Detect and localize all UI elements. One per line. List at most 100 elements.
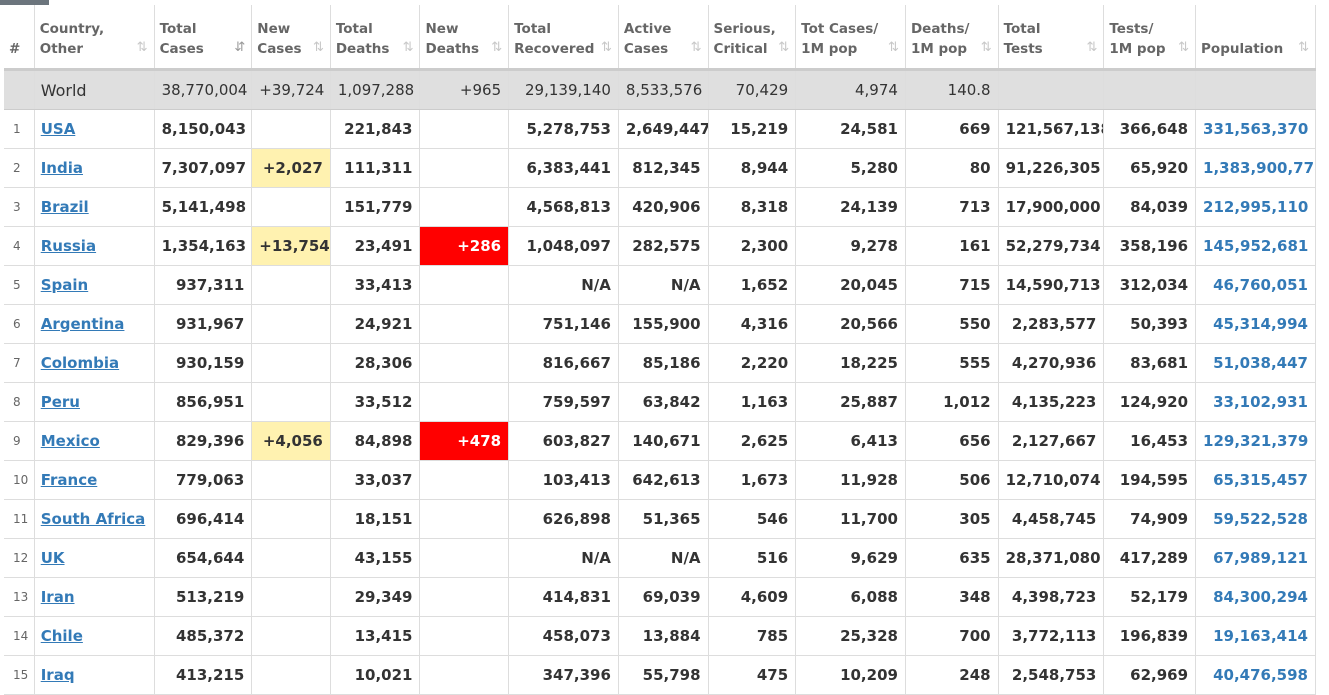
- total-cases-cell: 856,951: [154, 382, 253, 422]
- sort-icon[interactable]: ⇅: [312, 40, 324, 55]
- rank-cell: 10: [4, 460, 35, 500]
- sort-icon[interactable]: ⇅: [690, 40, 702, 55]
- tests-per-1m-cell: 196,839: [1103, 616, 1197, 656]
- country-link[interactable]: Spain: [40, 276, 89, 294]
- country-cell: Mexico: [34, 421, 155, 461]
- tests-per-1m-cell: 50,393: [1103, 304, 1197, 344]
- deaths-per-1m-cell: 348: [905, 577, 999, 617]
- sort-icon[interactable]: ⇅: [1086, 40, 1098, 55]
- country-link[interactable]: Brazil: [40, 198, 89, 216]
- column-header-total-cases[interactable]: Total Cases ⇵: [154, 5, 253, 71]
- cases-per-1m-cell: 25,887: [795, 382, 906, 422]
- new-cases-cell: [251, 109, 331, 149]
- country-link[interactable]: USA: [40, 120, 76, 138]
- country-cell: France: [34, 460, 155, 500]
- sort-icon[interactable]: ⇅: [1298, 40, 1309, 55]
- column-header-deaths-per-1m[interactable]: Deaths/1M pop ⇅: [905, 5, 999, 71]
- column-header-label: Total Deaths: [336, 19, 415, 59]
- header-line-2: Deaths: [335, 41, 390, 57]
- column-header-label: Total Tests: [1004, 19, 1099, 59]
- sort-icon[interactable]: ⇅: [601, 40, 612, 55]
- country-link[interactable]: Iran: [40, 588, 75, 606]
- deaths-per-1m-cell: 555: [905, 343, 999, 383]
- sort-icon[interactable]: ⇅: [778, 40, 790, 55]
- sort-icon[interactable]: ⇅: [491, 40, 503, 55]
- sort-icon[interactable]: ⇅: [888, 40, 899, 55]
- tests-per-1m-cell: 74,909: [1103, 499, 1197, 539]
- deaths-per-1m-cell: 669: [905, 109, 999, 149]
- column-header-total-tests[interactable]: Total Tests ⇅: [998, 5, 1105, 71]
- active-cases-cell: 85,186: [618, 343, 709, 383]
- country-link[interactable]: Peru: [40, 393, 80, 411]
- tests-per-1m-cell: 124,920: [1103, 382, 1197, 422]
- country-link[interactable]: France: [40, 471, 98, 489]
- header-line-2: 1M pop: [1109, 41, 1166, 57]
- active-cases-cell: 2,649,447: [618, 109, 709, 149]
- total-recovered-cell: 816,667: [508, 343, 619, 383]
- table-row: 8 Peru 856,951 33,512 759,597 63,842 1,163 25,8…: [4, 382, 1316, 422]
- serious-critical-cell: 2,625: [708, 421, 797, 461]
- active-cases-cell: 812,345: [618, 148, 709, 188]
- active-cases-cell: 420,906: [618, 187, 709, 227]
- cases-per-1m-cell: 24,581: [795, 109, 906, 149]
- total-recovered-cell: N/A: [508, 538, 619, 578]
- active-cases-cell: 55,798: [618, 655, 709, 695]
- column-header-active-cases[interactable]: Active Cases ⇅: [618, 5, 709, 71]
- sort-icon[interactable]: ⇅: [402, 40, 414, 55]
- population-cell: 33,102,931: [1195, 382, 1316, 422]
- header-line-1: Tests/: [1109, 21, 1154, 37]
- table-row: 5 Spain 937,311 33,413 N/A N/A 1,652 20,045 715 1…: [4, 265, 1316, 305]
- column-header-new-deaths[interactable]: New Deaths ⇅: [419, 5, 510, 71]
- sort-icon[interactable]: ⇅: [1178, 40, 1190, 55]
- country-link[interactable]: Chile: [40, 627, 83, 645]
- header-line-1: New: [425, 21, 459, 37]
- cases-per-1m-cell: 20,045: [795, 265, 906, 305]
- column-header-serious-critical[interactable]: Serious, Critical ⇅: [708, 5, 797, 71]
- country-link[interactable]: Mexico: [40, 432, 100, 450]
- country-link[interactable]: India: [40, 159, 83, 177]
- sort-icon[interactable]: ⇵: [234, 40, 246, 55]
- country-link[interactable]: Russia: [40, 237, 97, 255]
- column-header-population[interactable]: Population ⇅: [1195, 5, 1316, 71]
- total-deaths-cell: 33,037: [330, 460, 421, 500]
- rank-cell: 14: [4, 616, 35, 656]
- column-header-total-deaths[interactable]: Total Deaths ⇅: [330, 5, 421, 71]
- total-deaths-cell: 43,155: [330, 538, 421, 578]
- column-header-total-recovered[interactable]: Total Recovered ⇅: [508, 5, 619, 71]
- cases-per-1m-cell: 10,209: [795, 655, 906, 695]
- country-link[interactable]: Iraq: [40, 666, 75, 684]
- column-header-new-cases[interactable]: New Cases ⇅: [251, 5, 331, 71]
- country-cell: South Africa: [34, 499, 155, 539]
- table-row: 6 Argentina 931,967 24,921 751,146 155,900 4,3…: [4, 304, 1316, 344]
- active-cases-cell: 69,039: [618, 577, 709, 617]
- total-recovered-cell: 414,831: [508, 577, 619, 617]
- total-recovered-cell: 347,396: [508, 655, 619, 695]
- population-cell: 67,989,121: [1195, 538, 1316, 578]
- column-header-country[interactable]: Country, Other ⇅: [34, 5, 155, 71]
- country-link[interactable]: Colombia: [40, 354, 120, 372]
- country-link[interactable]: South Africa: [40, 510, 146, 528]
- deaths-per-1m-cell: 506: [905, 460, 999, 500]
- country-link[interactable]: UK: [40, 549, 65, 567]
- column-header-label: New Cases: [257, 19, 325, 59]
- cases-per-1m-cell: 25,328: [795, 616, 906, 656]
- total-tests-cell: 3,772,113: [998, 616, 1105, 656]
- total-deaths-cell: 24,921: [330, 304, 421, 344]
- country-cell: Chile: [34, 616, 155, 656]
- population-cell: 51,038,447: [1195, 343, 1316, 383]
- country-link[interactable]: Argentina: [40, 315, 125, 333]
- serious-critical-cell: 4,316: [708, 304, 797, 344]
- new-cases-cell: [251, 187, 331, 227]
- header-line-2: Cases: [257, 41, 302, 57]
- rank-cell: 11: [4, 499, 35, 539]
- column-header-cases-per-1m[interactable]: Tot Cases/1M pop ⇅: [795, 5, 906, 71]
- deaths-per-1m-cell: 635: [905, 538, 999, 578]
- new-deaths-cell: [419, 382, 510, 422]
- deaths-per-1m-cell: 550: [905, 304, 999, 344]
- header-line-1: Total: [1003, 21, 1041, 37]
- serious-critical-cell: 4,609: [708, 577, 797, 617]
- sort-icon[interactable]: ⇅: [980, 40, 992, 55]
- column-header-label: Tot Cases/1M pop: [801, 19, 900, 59]
- sort-icon[interactable]: ⇅: [136, 40, 148, 55]
- column-header-tests-per-1m[interactable]: Tests/1M pop ⇅: [1103, 5, 1197, 71]
